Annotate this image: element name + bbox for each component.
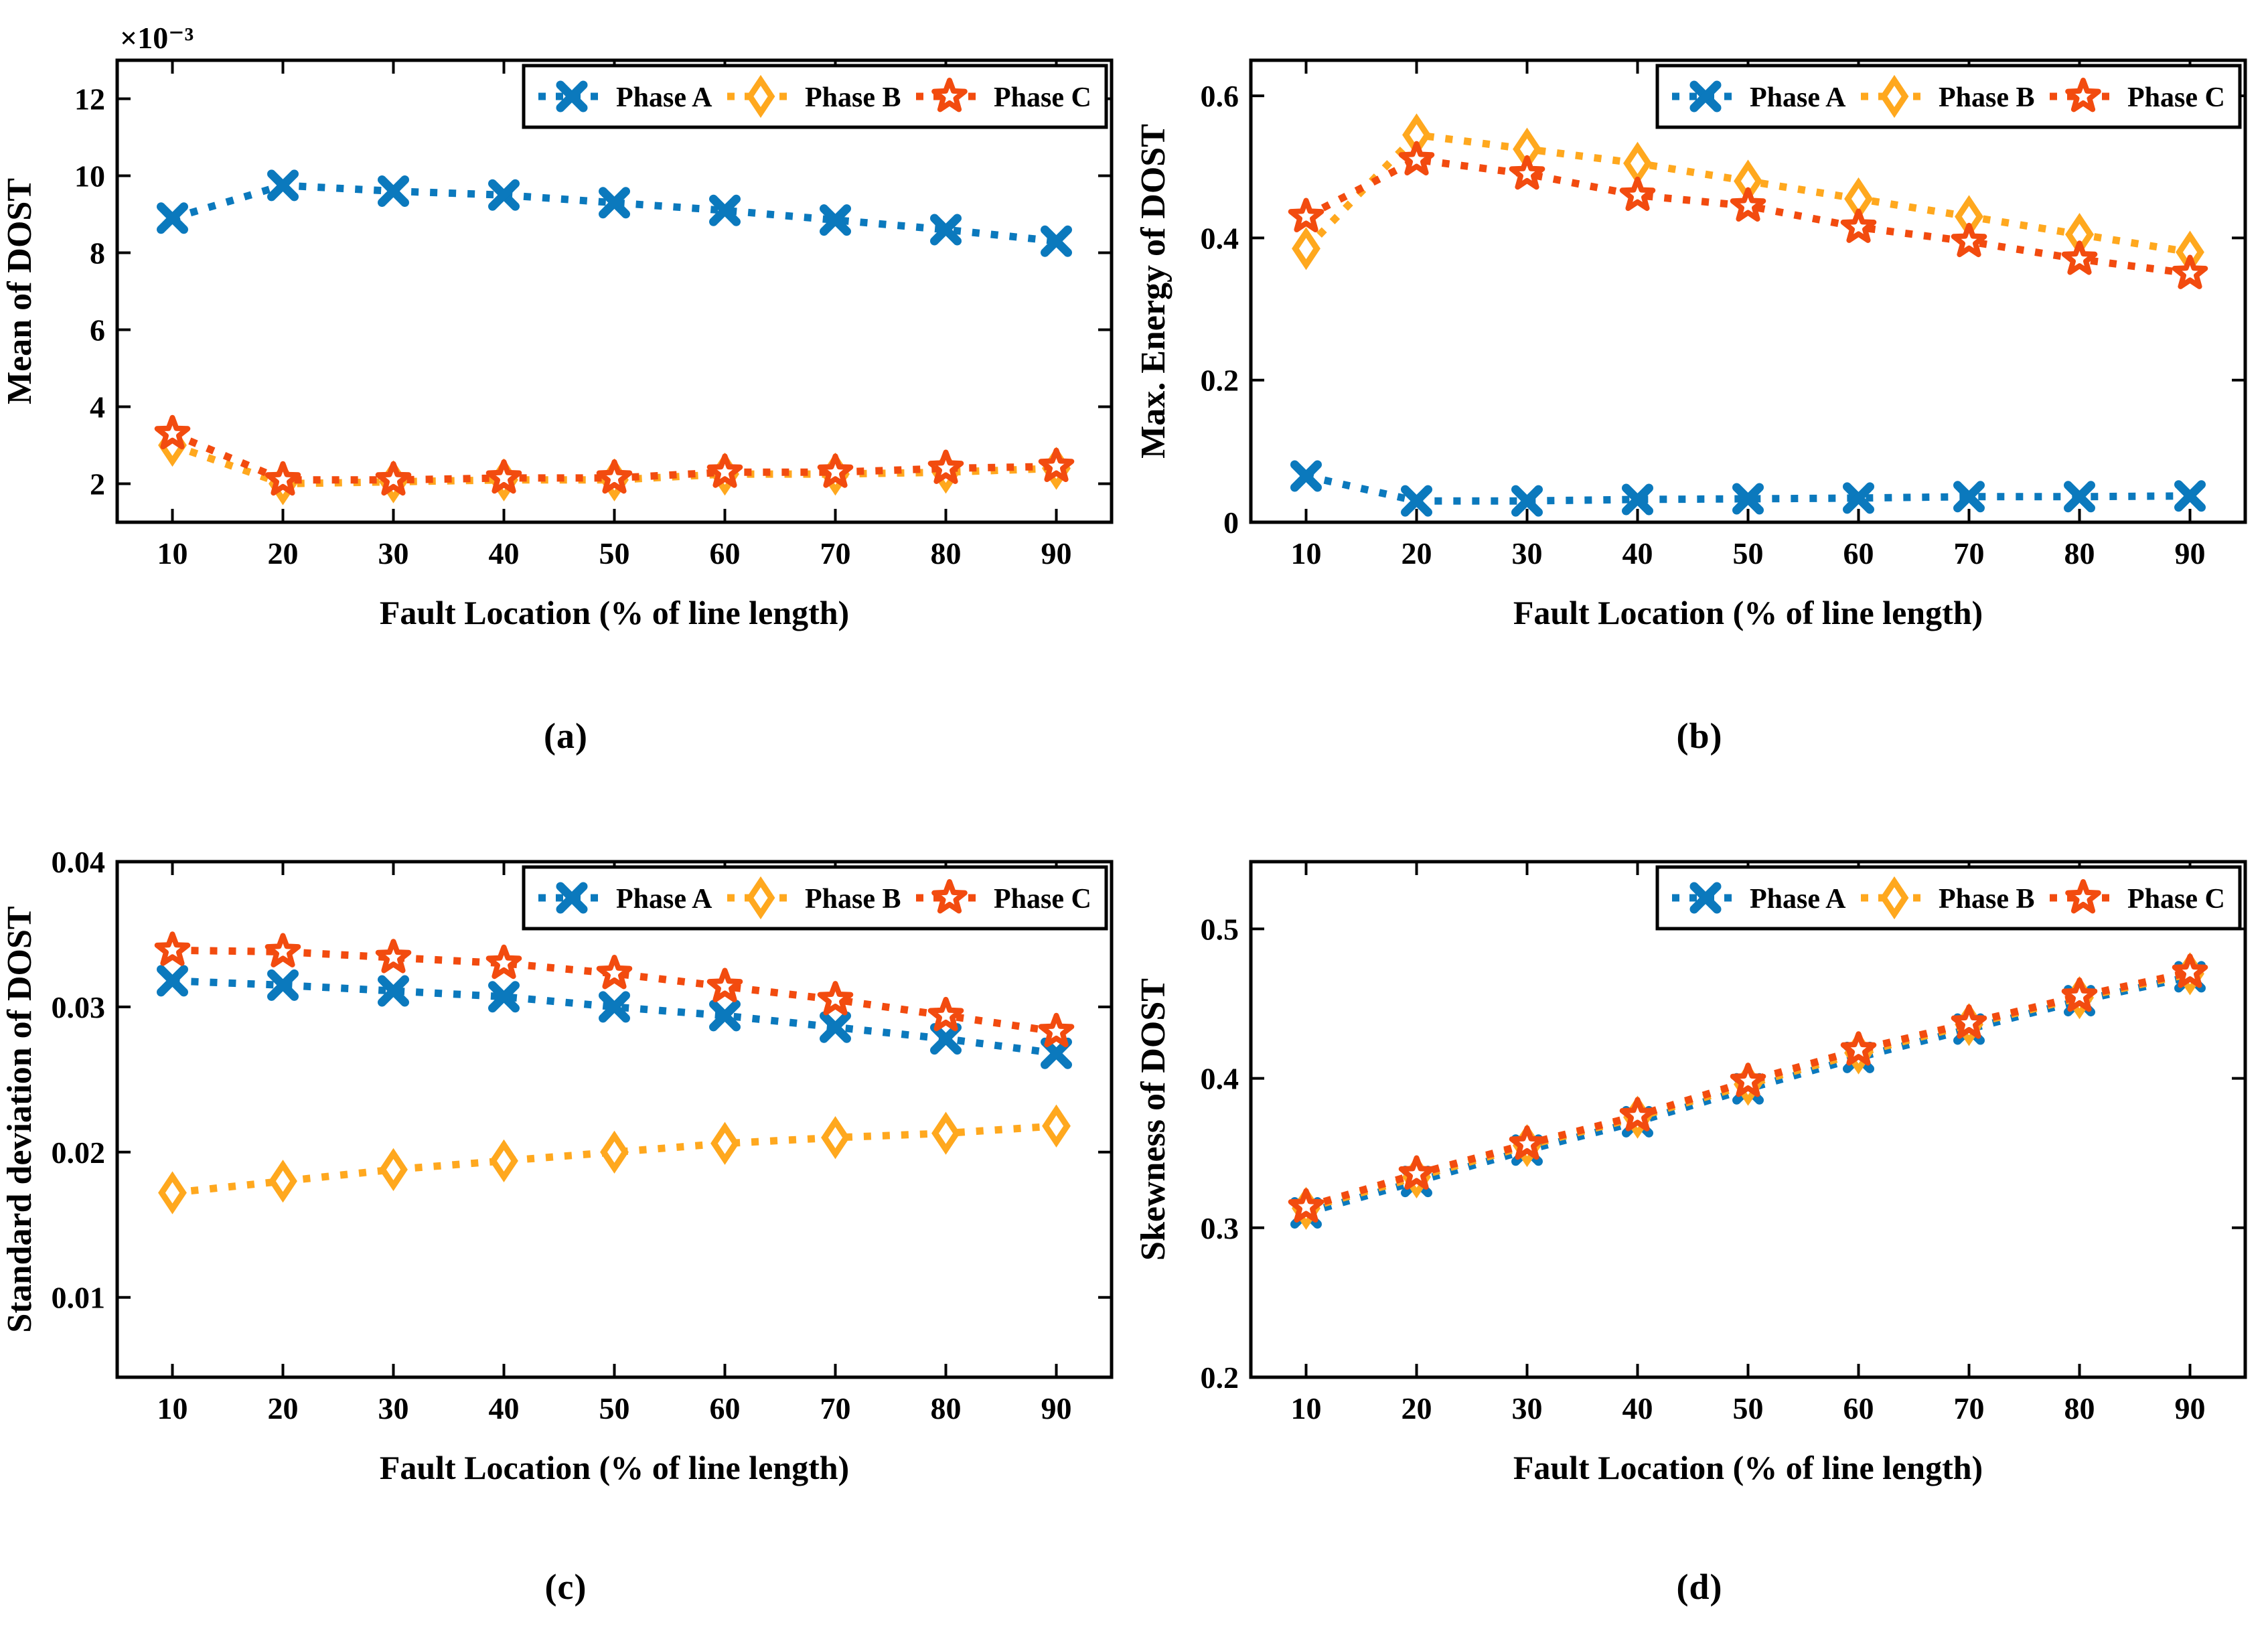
svg-text:50: 50 bbox=[1733, 536, 1764, 570]
svg-text:0.02: 0.02 bbox=[52, 1136, 106, 1170]
svg-text:0.4: 0.4 bbox=[1201, 221, 1239, 255]
svg-text:Phase B: Phase B bbox=[805, 884, 901, 915]
svg-text:0.5: 0.5 bbox=[1201, 912, 1239, 946]
svg-text:90: 90 bbox=[1041, 536, 1072, 570]
caption-a: (a) bbox=[544, 716, 588, 756]
svg-text:40: 40 bbox=[489, 1391, 520, 1425]
svg-text:Fault Location (% of line leng: Fault Location (% of line length) bbox=[380, 594, 849, 631]
svg-text:0.2: 0.2 bbox=[1201, 364, 1239, 398]
svg-text:Phase C: Phase C bbox=[2127, 884, 2225, 915]
chart-c: 10 20 30 40 50 60 70 80 90 0.01 0.02 0.03 0.04 Fault … bbox=[1, 845, 1114, 1486]
svg-text:Phase B: Phase B bbox=[805, 82, 901, 113]
svg-text:90: 90 bbox=[1041, 1391, 1072, 1425]
svg-text:30: 30 bbox=[378, 1391, 409, 1425]
svg-text:60: 60 bbox=[710, 536, 741, 570]
svg-text:50: 50 bbox=[1733, 1391, 1764, 1425]
svg-text:70: 70 bbox=[820, 536, 851, 570]
panel-c: 10 20 30 40 50 60 70 80 90 0.01 0.02 0.03 0.04 Fault … bbox=[0, 818, 1134, 1637]
svg-text:12: 12 bbox=[74, 82, 105, 116]
caption-b: (b) bbox=[1676, 716, 1723, 756]
svg-text:20: 20 bbox=[1402, 536, 1432, 570]
svg-text:80: 80 bbox=[931, 536, 962, 570]
svg-text:30: 30 bbox=[1512, 536, 1543, 570]
chart-a: 10 20 30 40 50 60 70 80 90 2 4 6 8 10 12 Fault Location… bbox=[1, 21, 1114, 631]
svg-text:Phase C: Phase C bbox=[994, 884, 1091, 915]
svg-text:0.2: 0.2 bbox=[1201, 1360, 1239, 1395]
svg-text:30: 30 bbox=[1512, 1391, 1543, 1425]
svg-text:10: 10 bbox=[74, 159, 105, 193]
svg-text:Fault Location (% of line leng: Fault Location (% of line length) bbox=[1513, 1449, 1983, 1486]
svg-text:0.03: 0.03 bbox=[52, 990, 106, 1024]
svg-text:10: 10 bbox=[157, 536, 188, 570]
svg-text:0.4: 0.4 bbox=[1201, 1062, 1239, 1096]
svg-text:Mean of DOST: Mean of DOST bbox=[1, 178, 39, 404]
svg-text:Phase A: Phase A bbox=[616, 82, 712, 113]
svg-text:Phase A: Phase A bbox=[1750, 82, 1846, 113]
svg-text:Phase A: Phase A bbox=[616, 884, 712, 915]
svg-text:Phase B: Phase B bbox=[1939, 884, 2035, 915]
svg-text:90: 90 bbox=[2175, 536, 2206, 570]
svg-text:Skewness of DOST: Skewness of DOST bbox=[1134, 978, 1173, 1261]
svg-text:8: 8 bbox=[90, 236, 105, 270]
chart-b: 10 20 30 40 50 60 70 80 90 0 0.2 0.4 0.6 Fault Locati… bbox=[1134, 58, 2247, 631]
svg-text:30: 30 bbox=[378, 536, 409, 570]
svg-text:60: 60 bbox=[1843, 536, 1874, 570]
svg-text:70: 70 bbox=[1954, 536, 1985, 570]
svg-text:60: 60 bbox=[710, 1391, 741, 1425]
svg-text:90: 90 bbox=[2175, 1391, 2206, 1425]
svg-text:80: 80 bbox=[931, 1391, 962, 1425]
svg-text:0.6: 0.6 bbox=[1201, 79, 1239, 113]
svg-text:6: 6 bbox=[90, 313, 105, 347]
panel-b: 10 20 30 40 50 60 70 80 90 0 0.2 0.4 0.6 Fault Locati… bbox=[1134, 0, 2268, 818]
svg-text:80: 80 bbox=[2064, 1391, 2095, 1425]
svg-text:50: 50 bbox=[599, 536, 630, 570]
svg-text:70: 70 bbox=[1954, 1391, 1985, 1425]
svg-text:0.01: 0.01 bbox=[52, 1281, 106, 1315]
svg-text:60: 60 bbox=[1843, 1391, 1874, 1425]
svg-text:40: 40 bbox=[489, 536, 520, 570]
caption-d: (d) bbox=[1676, 1567, 1723, 1607]
svg-text:20: 20 bbox=[268, 1391, 299, 1425]
svg-text:Phase A: Phase A bbox=[1750, 884, 1846, 915]
svg-text:0: 0 bbox=[1223, 505, 1239, 540]
panel-a: 10 20 30 40 50 60 70 80 90 2 4 6 8 10 12 Fault Location… bbox=[0, 0, 1134, 818]
svg-text:0.04: 0.04 bbox=[52, 845, 106, 879]
chart-d: 10 20 30 40 50 60 70 80 90 0.2 0.3 0.4 0.5 Fault Loca… bbox=[1134, 860, 2247, 1486]
svg-text:10: 10 bbox=[1291, 1391, 1322, 1425]
svg-text:80: 80 bbox=[2064, 536, 2095, 570]
svg-text:70: 70 bbox=[820, 1391, 851, 1425]
svg-text:2: 2 bbox=[90, 467, 105, 501]
svg-text:40: 40 bbox=[1622, 1391, 1653, 1425]
svg-text:10: 10 bbox=[157, 1391, 188, 1425]
svg-text:Max. Energy of DOST: Max. Energy of DOST bbox=[1134, 124, 1173, 459]
svg-text:Fault Location (% of line leng: Fault Location (% of line length) bbox=[1513, 594, 1983, 631]
svg-text:20: 20 bbox=[268, 536, 299, 570]
svg-text:Phase C: Phase C bbox=[994, 82, 1091, 113]
svg-text:0.3: 0.3 bbox=[1201, 1211, 1239, 1245]
svg-text:50: 50 bbox=[599, 1391, 630, 1425]
svg-text:Phase C: Phase C bbox=[2127, 82, 2225, 113]
svg-text:Standard deviation of DOST: Standard deviation of DOST bbox=[1, 906, 39, 1332]
svg-text:Phase B: Phase B bbox=[1939, 82, 2035, 113]
svg-text:Fault Location (% of line leng: Fault Location (% of line length) bbox=[380, 1449, 849, 1486]
caption-c: (c) bbox=[544, 1567, 587, 1607]
panel-d: 10 20 30 40 50 60 70 80 90 0.2 0.3 0.4 0.5 Fault Loca… bbox=[1134, 818, 2268, 1637]
svg-text:40: 40 bbox=[1622, 536, 1653, 570]
svg-text:10: 10 bbox=[1291, 536, 1322, 570]
svg-text:4: 4 bbox=[90, 390, 105, 424]
svg-text:20: 20 bbox=[1402, 1391, 1432, 1425]
svg-text:×10⁻³: ×10⁻³ bbox=[120, 21, 194, 55]
